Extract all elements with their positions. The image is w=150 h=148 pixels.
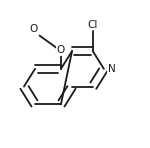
Text: N: N xyxy=(108,64,115,74)
Text: O: O xyxy=(57,45,65,55)
Text: O: O xyxy=(30,24,38,34)
Text: Cl: Cl xyxy=(88,20,98,30)
